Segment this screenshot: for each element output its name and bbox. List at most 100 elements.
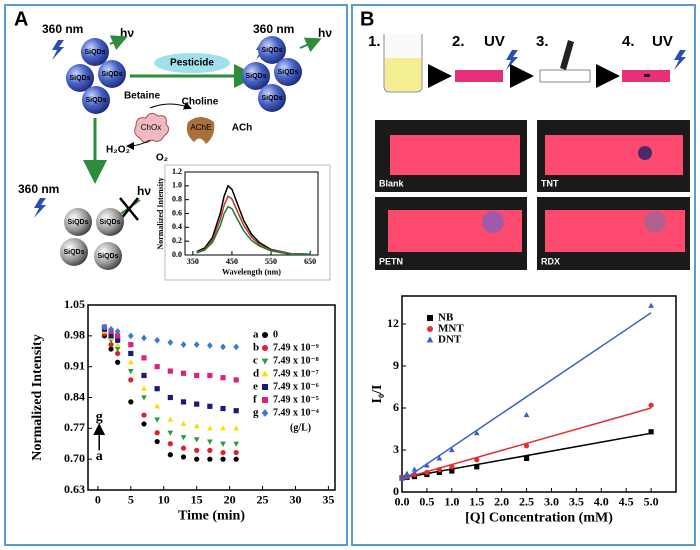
point: [399, 474, 405, 481]
strip: [539, 69, 591, 83]
y-tick-label: 0.8: [172, 194, 182, 203]
point: [167, 368, 173, 374]
y-tick-label: 0: [393, 484, 399, 498]
x-tick-label: 650: [304, 257, 316, 266]
legend-name: f: [253, 394, 257, 406]
wavelength: 360 nm: [42, 22, 83, 36]
siqd-label: SiQDs: [84, 49, 105, 56]
legend-label: 7.49 x 10⁻⁴: [273, 407, 319, 418]
legend-label: DNT: [438, 334, 462, 346]
x-tick-label: 5: [128, 493, 134, 507]
h2o2: H₂O₂: [106, 145, 130, 156]
point: [180, 454, 187, 460]
solution: [385, 58, 421, 91]
x-tick-label: 1.5: [469, 495, 484, 509]
light: hν: [318, 26, 332, 40]
point: [233, 456, 239, 462]
y-tick-label: 0.0: [172, 250, 182, 259]
siqd-label: SiQDs: [277, 69, 298, 76]
point: [523, 411, 530, 418]
point: [194, 372, 200, 379]
point: [473, 430, 480, 436]
x-tick-label: 350: [187, 257, 199, 266]
point: [108, 342, 114, 348]
spot: [638, 146, 652, 160]
point: [141, 412, 147, 418]
x-tick-label: 2.5: [519, 495, 534, 509]
point: [193, 437, 200, 443]
fit-line: [401, 432, 652, 479]
point: [167, 394, 173, 401]
fit-line: [401, 312, 652, 482]
siqd: [64, 208, 92, 236]
point: [262, 332, 268, 338]
ache-shape: [186, 117, 215, 144]
analyte: Pesticide: [170, 58, 214, 69]
point: [220, 405, 226, 412]
y-tick-label: 3: [393, 442, 399, 456]
chox-shape: [134, 112, 170, 144]
y-tick-label: 6: [393, 400, 399, 414]
y-axis-label: Normalized Intensity: [156, 177, 165, 249]
point: [427, 326, 433, 332]
point: [115, 337, 121, 343]
point: [141, 395, 147, 401]
point: [141, 421, 147, 427]
reaction-arrow: [149, 102, 192, 110]
legend-label: 7.49 x 10⁻⁵: [273, 394, 319, 405]
point: [427, 315, 433, 321]
annotation: g: [96, 410, 103, 425]
point: [101, 323, 108, 331]
legend-name: e: [253, 381, 258, 393]
plot-frame: [401, 295, 677, 493]
legend-label: 0: [273, 329, 278, 340]
point: [141, 372, 147, 379]
siqd: [258, 84, 286, 112]
point: [167, 441, 173, 447]
x-tick-label: 30: [289, 493, 301, 507]
point: [233, 449, 239, 456]
betaine: Betaine: [124, 91, 161, 102]
point: [262, 397, 268, 403]
point: [233, 408, 239, 414]
siqd-label: SiQDs: [245, 73, 266, 80]
legend-label: MNT: [438, 323, 464, 335]
siqd: [60, 238, 88, 266]
x-tick-label: 4.5: [619, 495, 634, 509]
spot: [644, 74, 650, 77]
point: [127, 368, 134, 375]
light: hν: [137, 184, 151, 198]
point: [261, 409, 269, 417]
x-tick-label: 5.0: [644, 495, 659, 509]
x-axis-label: Time (min): [178, 509, 245, 524]
legend-label: 7.49 x 10⁻⁷: [273, 368, 319, 379]
strip: [390, 135, 520, 175]
point: [449, 468, 455, 474]
point: [127, 332, 134, 340]
y-tick-label: 0.98: [64, 328, 85, 342]
point: [180, 370, 187, 376]
y-tick-label: 0.6: [172, 208, 182, 217]
point: [114, 346, 121, 353]
light-icon: [34, 198, 46, 218]
point: [127, 359, 134, 365]
y-tick-label: 0.2: [172, 236, 182, 245]
siqd: [258, 36, 286, 64]
siqd: [94, 242, 122, 270]
siqd: [98, 60, 126, 88]
point: [424, 469, 430, 475]
choline: Choline: [182, 97, 219, 108]
legend-unit: (g/L): [290, 422, 311, 433]
y-tick-label: 0.91: [64, 358, 85, 372]
point: [262, 345, 268, 351]
point: [261, 370, 269, 377]
point: [233, 441, 240, 447]
procedure: 1. 2. UV 3. 4. UV: [368, 33, 686, 93]
panel-a-frame: [4, 4, 348, 546]
point: [167, 339, 174, 346]
photo-label: Blank: [379, 178, 405, 188]
strip: [455, 70, 503, 82]
x-tick-label: 3.0: [544, 495, 559, 509]
point: [220, 456, 226, 462]
